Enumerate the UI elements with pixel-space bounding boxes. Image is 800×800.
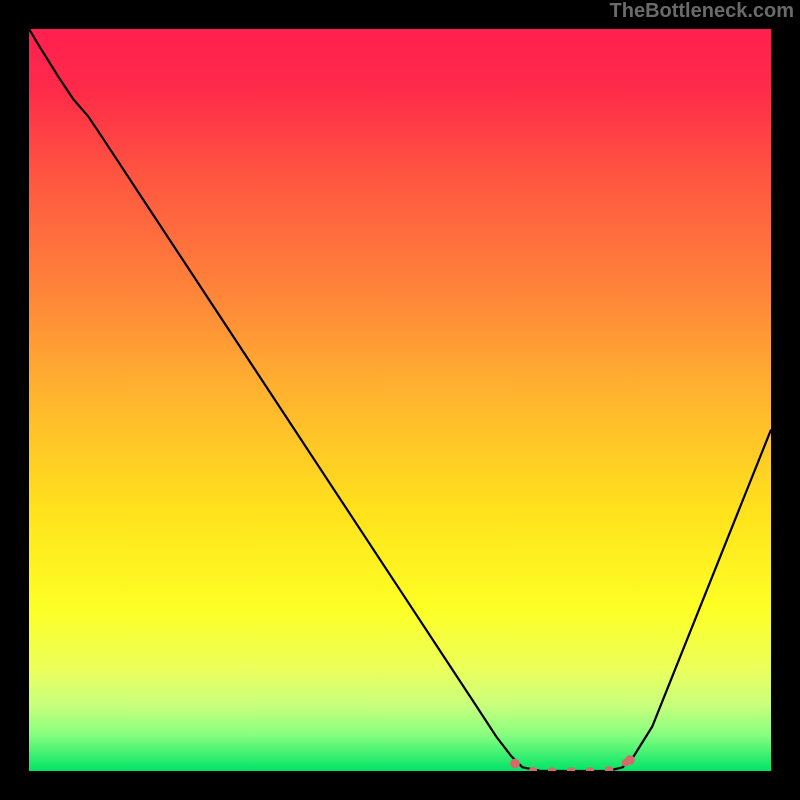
range-endpoint-marker xyxy=(510,759,520,769)
gradient-background xyxy=(29,29,771,771)
chart-container: TheBottleneck.com xyxy=(0,0,800,800)
watermark-text: TheBottleneck.com xyxy=(610,0,794,23)
chart-svg xyxy=(29,29,771,771)
bottleneck-curve-chart xyxy=(29,29,771,771)
range-endpoint-marker xyxy=(625,755,635,765)
